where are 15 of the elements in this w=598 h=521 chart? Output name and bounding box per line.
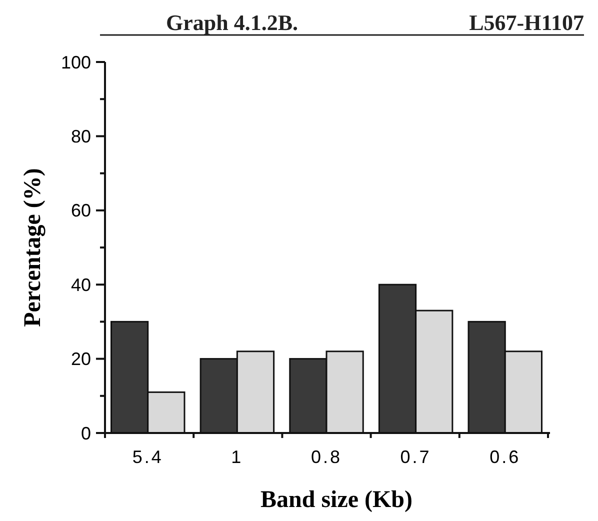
x-tick-label: 1 xyxy=(231,447,244,467)
x-axis-title: Band size (Kb) xyxy=(260,487,413,513)
x-tick-label: 0.6 xyxy=(490,447,521,467)
y-tick-label: 20 xyxy=(70,349,91,370)
chart-title: Graph 4.1.2B. xyxy=(166,10,298,35)
y-tick-label: 60 xyxy=(70,200,91,221)
chart-subtitle: L567-H1107 xyxy=(469,10,584,35)
x-tick-label: 0.8 xyxy=(310,447,342,467)
x-tick-label: 0.7 xyxy=(400,447,432,467)
x-tick-label: 5.4 xyxy=(132,447,164,467)
y-tick-label: 80 xyxy=(70,126,91,146)
y-tick-label: 100 xyxy=(60,52,91,72)
y-tick-label: 40 xyxy=(70,274,91,295)
y-axis-title: Percentage (%) xyxy=(20,168,46,327)
y-tick-label: 0 xyxy=(80,423,91,444)
